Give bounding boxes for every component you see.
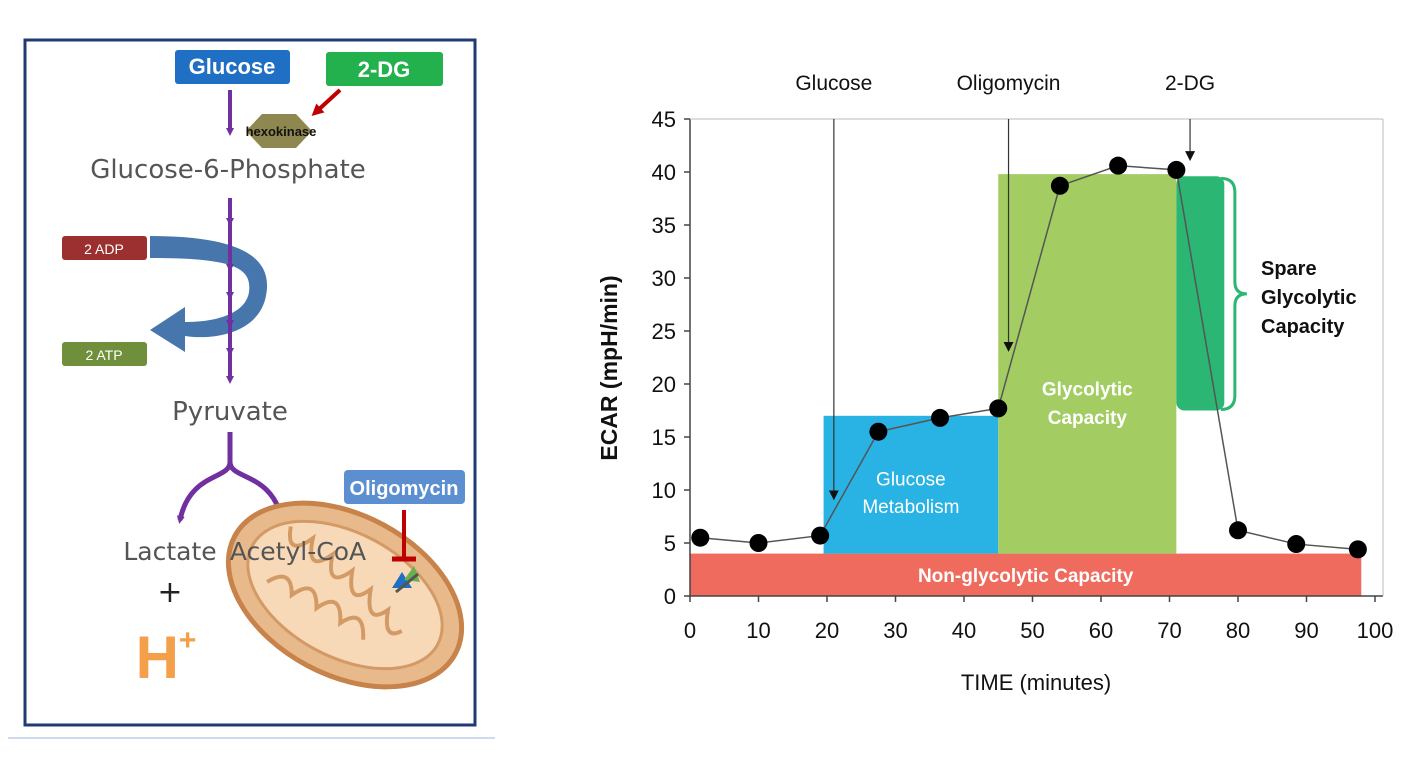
hexokinase-label: hexokinase	[246, 124, 317, 139]
non-glycolytic-label: Non-glycolytic Capacity	[918, 566, 1134, 587]
spare-capacity-label: Glycolytic	[1261, 287, 1357, 309]
glucose-metabolism-label: Glucose	[876, 469, 946, 490]
adp-box	[62, 236, 147, 260]
atp-box	[62, 342, 147, 366]
ecar-data-point	[1287, 535, 1306, 554]
y-tick-label: 40	[652, 160, 676, 185]
ecar-data-point	[1050, 176, 1069, 195]
x-tick-label: 10	[746, 618, 770, 643]
acetyl-coa-label: Acetyl-CoA	[230, 537, 366, 566]
chart-injections: Glucose Oligomycin 2-DG	[795, 72, 1215, 501]
proton-label: H+	[136, 624, 197, 691]
glycolytic-capacity-label: Capacity	[1048, 408, 1128, 429]
ecar-data-point	[989, 399, 1008, 418]
ecar-data-point	[811, 526, 830, 545]
dg-inhibit-arrow	[311, 88, 342, 117]
y-tick-label: 15	[652, 425, 676, 450]
y-tick-label: 5	[664, 531, 676, 556]
x-tick-label: 30	[883, 618, 907, 643]
lactate-label: Lactate	[123, 537, 216, 566]
ecar-data-point	[1348, 540, 1367, 559]
injection-label: Glucose	[795, 72, 872, 95]
dg-box	[326, 52, 443, 86]
x-tick-label: 70	[1157, 618, 1181, 643]
non-glycolytic-region	[690, 553, 1362, 596]
x-tick-label: 40	[952, 618, 976, 643]
atp-cycle-arrow	[150, 236, 268, 352]
atp-label: 2 ATP	[85, 347, 122, 363]
ecar-data-point	[749, 534, 768, 552]
chart-series	[691, 156, 1367, 559]
ecar-series-line	[700, 164, 1358, 551]
injection-label: Oligomycin	[957, 72, 1061, 95]
glycolytic-capacity-label: Glycolytic	[1042, 379, 1133, 400]
glucose-metabolism-region	[823, 415, 999, 554]
ecar-data-point	[1229, 521, 1247, 540]
glycolytic-capacity-region	[998, 174, 1177, 554]
x-tick-label: 100	[1357, 618, 1394, 643]
spare-capacity-brace: Spare Glycolytic Capacity	[1220, 176, 1357, 411]
ecar-data-point	[931, 408, 950, 427]
x-axis-label: TIME (minutes)	[961, 670, 1111, 695]
x-tick-label: 20	[815, 618, 839, 643]
chart-axes: 0 5 10 15 20 25 30 35 40 45 0 10 20 30 40 50 60 70 80 90 100	[652, 107, 1394, 643]
x-tick-label: 90	[1294, 618, 1318, 643]
x-tick-label: 0	[684, 618, 696, 643]
x-tick-label: 60	[1089, 618, 1113, 643]
g6p-label: Glucose-6-Phosphate	[90, 155, 366, 185]
ecar-data-point	[1167, 160, 1186, 179]
y-tick-label: 45	[652, 107, 676, 132]
spare-capacity-region	[1176, 176, 1225, 411]
oligomycin-box	[344, 470, 465, 504]
plus-sign: +	[157, 575, 182, 610]
y-tick-label: 10	[652, 478, 676, 503]
x-tick-label: 80	[1226, 618, 1250, 643]
ecar-data-point	[691, 528, 710, 547]
pyruvate-label: Pyruvate	[172, 397, 288, 427]
glucose-box	[175, 50, 290, 84]
adp-label: 2 ADP	[84, 241, 124, 257]
injection-label: 2-DG	[1165, 72, 1215, 95]
dg-box-label: 2-DG	[358, 57, 411, 82]
spare-brace-shape	[1220, 176, 1247, 411]
atp-synthase-icon	[392, 566, 420, 594]
oligomycin-box-label: Oligomycin	[350, 478, 459, 500]
y-tick-label: 25	[652, 319, 676, 344]
y-tick-label: 35	[652, 213, 676, 238]
ecar-data-point	[869, 422, 888, 441]
glycolysis-pathway-diagram: Glucose 2-DG hexokinase Glucose-6-Phosph…	[8, 38, 495, 739]
ecar-data-point	[1109, 156, 1128, 175]
glucose-metabolism-label: Metabolism	[862, 497, 959, 518]
spare-capacity-label: Capacity	[1261, 316, 1345, 338]
hexokinase-icon	[246, 114, 312, 148]
x-tick-label: 50	[1020, 618, 1044, 643]
y-tick-label: 20	[652, 372, 676, 397]
ecar-chart: Non-glycolytic Capacity Glucose Metabolism…	[596, 72, 1393, 695]
chart-regions: Non-glycolytic Capacity Glucose Metabolism…	[690, 174, 1362, 596]
spare-capacity-label: Spare	[1261, 258, 1317, 280]
y-tick-label: 30	[652, 266, 676, 291]
y-tick-label: 0	[664, 584, 676, 609]
glucose-box-label: Glucose	[189, 54, 276, 79]
y-axis-label: ECAR (mpH/min)	[596, 275, 622, 460]
